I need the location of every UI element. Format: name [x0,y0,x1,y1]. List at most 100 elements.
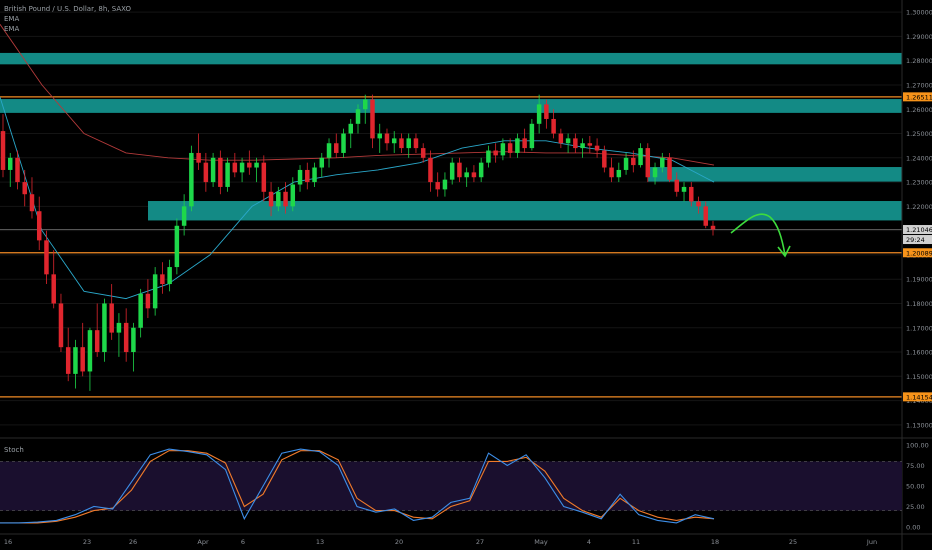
price-badge [903,92,932,102]
y-tick-label: 1.28000 [906,57,932,65]
candle-body [0,131,6,170]
candle-body [631,157,636,166]
stoch-tick-label: 100.00 [906,442,929,450]
price-badge-label: 1.21046 [906,226,932,234]
candle-body [22,182,27,195]
stoch-legend[interactable]: Stoch [4,446,24,454]
candle-body [681,186,687,192]
stoch-band [0,461,902,511]
candle-body [109,303,114,333]
symbol-legend[interactable]: British Pound / U.S. Dollar, 8h, SAXO [4,5,131,13]
candle-body [65,347,71,374]
candle-body [515,138,520,153]
candle-body [232,162,238,173]
y-tick-label: 1.30000 [906,9,932,17]
candle-body [652,167,658,178]
candle-body [355,109,361,124]
candle-body [558,133,564,144]
stoch-tick-label: 25.00 [906,503,925,511]
candle-body [623,157,629,170]
y-tick-label: 1.17000 [906,324,932,332]
y-tick-label: 1.26000 [906,106,932,114]
x-tick-label: 23 [83,538,91,546]
time-axis: 16 23 26 Apr 6 13 20 27 May 4 11 18 25 Jun [0,533,932,546]
price-badge [903,248,932,258]
candle-body [254,162,259,168]
x-tick-label: Jun [866,538,877,546]
zone-1 [0,52,902,65]
candle-body [123,322,129,353]
candle-body [420,148,426,158]
candle-body [210,157,216,183]
candle-body [94,330,100,353]
stochastic-pane: 100.00 75.00 50.00 25.00 0.00 [0,437,932,532]
candle-body [174,225,180,268]
candle-body [348,123,354,134]
candle-body [689,186,694,202]
x-tick-label: Apr [197,538,209,546]
stoch-tick-label: 50.00 [906,483,925,491]
zone-3 [648,167,902,182]
x-tick-label: 4 [587,538,591,546]
candle-body [500,143,506,156]
candle-body [138,293,143,328]
candle-body [413,138,419,149]
candle-body [471,172,477,178]
price-badge-label: 1.14154 [906,393,932,401]
candle-body [152,274,158,309]
candle-body [319,157,325,168]
candle-body [536,104,542,124]
candle-body [283,191,288,207]
candle-body [36,211,42,241]
x-tick-label: 16 [4,538,12,546]
projection-arrow-path [730,213,786,256]
candle-body [203,162,209,183]
x-tick-label: 11 [632,538,640,546]
candle-body [297,169,303,185]
candle-body [15,157,20,183]
candle-body [565,138,571,144]
candle-body [435,182,440,190]
candle-body [247,162,252,168]
candle-body [305,169,310,183]
candle-body [478,162,484,178]
candle-body [464,172,469,178]
candle-body [334,143,339,153]
candle-body [529,123,535,149]
candle-body [645,148,651,178]
y-tick-label: 1.19000 [906,276,932,284]
candle-body [710,225,716,230]
candle-body [486,150,491,163]
candle-body [580,143,585,149]
ema-legend-1[interactable]: EMA [4,15,20,23]
candle-body [391,138,397,144]
candle-body [406,138,411,149]
candle-body [551,118,556,134]
candle-body [522,138,527,149]
candle-body [660,157,665,168]
candle-body [51,274,56,304]
x-tick-label: 27 [476,538,484,546]
ema-legend-2[interactable]: EMA [4,25,20,33]
y-tick-label: 1.15000 [906,373,932,381]
projection-arrow-head [777,245,791,258]
candle-body [377,133,382,139]
candle-body [667,157,672,180]
candle-body [276,191,281,207]
candle-body [145,293,151,309]
y-tick-label: 1.16000 [906,349,932,357]
candle-body [573,138,578,149]
y-tick-label: 1.29000 [906,33,932,41]
candle-body [326,143,332,158]
x-tick-label: 18 [711,538,719,546]
price-badge-label: 1.20089 [906,249,932,257]
candle-body [218,157,223,187]
candle-body [457,162,462,178]
candle-body [507,143,513,153]
candle-body [102,303,107,353]
y-tick-label: 1.24000 [906,154,932,162]
candle-body [341,133,346,153]
candle-body [189,152,194,207]
candle-body [7,157,13,170]
candle-body [362,99,368,110]
